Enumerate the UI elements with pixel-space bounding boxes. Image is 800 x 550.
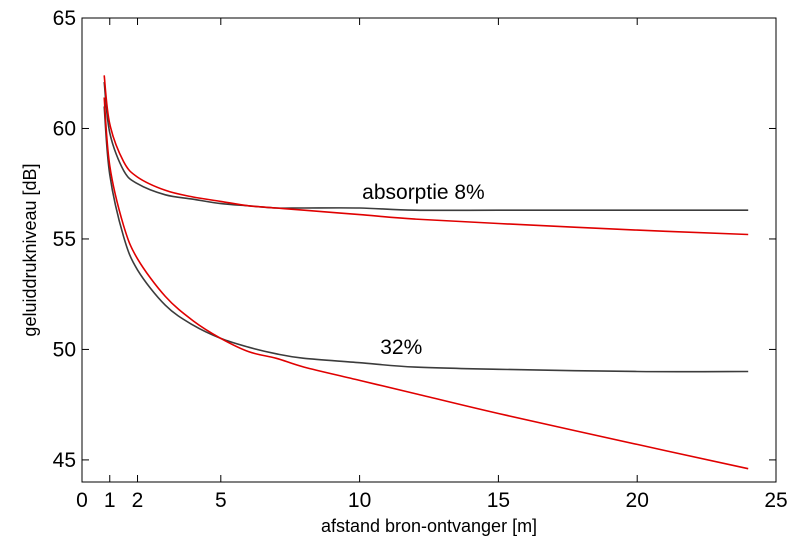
annotations: absorptie 8% 32% [362,181,485,359]
x-tick-label: 2 [132,489,144,512]
y-tick-label: 65 [53,7,76,30]
plot-area [81,17,777,483]
series-group [103,75,749,470]
x-tick-label: 20 [626,489,649,512]
y-axis-title: geluiddrukniveau [dB] [20,163,40,336]
axis-ticks [81,17,777,482]
y-tick-label: 45 [53,449,76,472]
x-tick-label: 0 [76,489,88,512]
y-tick-label: 55 [53,228,76,251]
series-line-4 [103,97,749,470]
x-tick-label: 1 [104,489,116,512]
x-tick-label: 15 [487,489,510,512]
annotation-2: 32% [380,336,422,359]
series-line-2 [103,75,749,236]
x-tick-label: 5 [215,489,227,512]
x-tick-label: 25 [764,489,787,512]
x-axis-title: afstand bron-ontvanger [m] [321,516,537,536]
y-tick-label: 60 [53,117,76,140]
series-line-3 [103,106,749,373]
y-tick-label: 50 [53,338,76,361]
x-tick-label: 10 [348,489,371,512]
annotation-1: absorptie 8% [362,181,485,204]
